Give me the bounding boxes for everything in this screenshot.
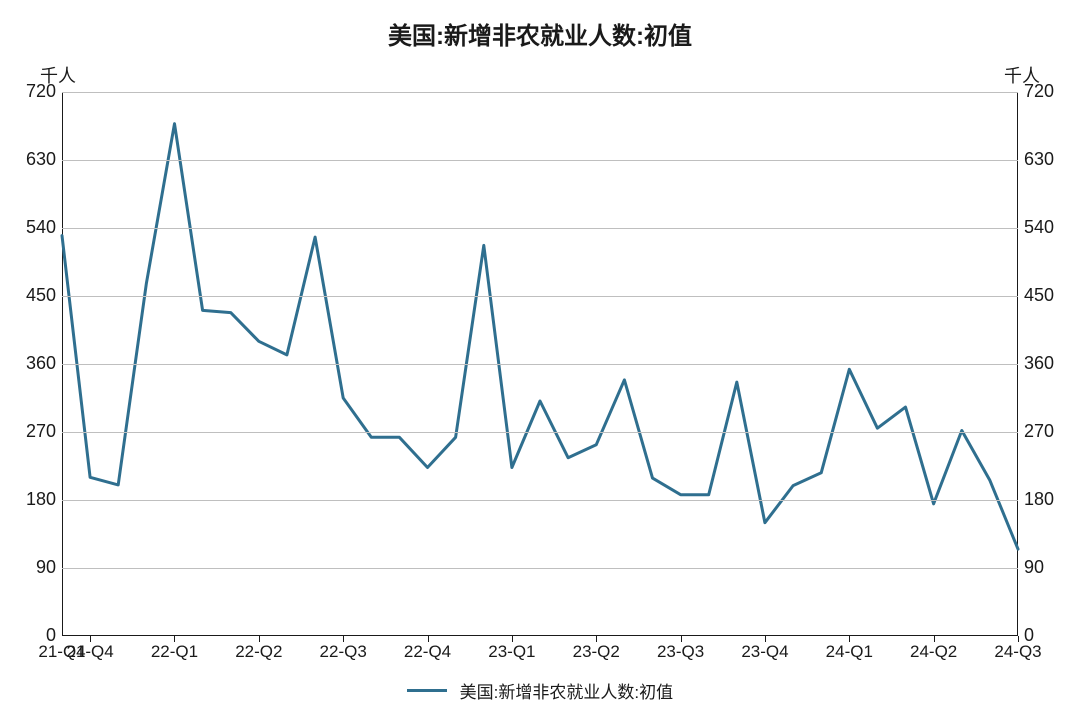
y-tick-label-right: 270 [1024, 421, 1054, 442]
y-tick-label-right: 360 [1024, 353, 1054, 374]
gridline [62, 500, 1018, 501]
plot-area [62, 92, 1018, 636]
x-tick-label: 24-Q1 [826, 642, 873, 662]
y-tick-label-left: 630 [26, 149, 56, 170]
x-tick-label: 23-Q4 [741, 642, 788, 662]
y-tick-label-left: 270 [26, 421, 56, 442]
x-tick-label: 23-Q3 [657, 642, 704, 662]
x-tick-label: 24-Q3 [994, 642, 1041, 662]
y-tick-label-right: 720 [1024, 81, 1054, 102]
gridline [62, 568, 1018, 569]
line-series [62, 124, 1018, 549]
gridline [62, 160, 1018, 161]
x-tick-label: 22-Q2 [235, 642, 282, 662]
y-tick-label-left: 720 [26, 81, 56, 102]
y-tick-label-right: 90 [1024, 557, 1044, 578]
y-tick-label-right: 540 [1024, 217, 1054, 238]
y-tick-label-right: 450 [1024, 285, 1054, 306]
gridline [62, 364, 1018, 365]
legend: 美国:新增非农就业人数:初值 [0, 678, 1080, 703]
y-tick-label-left: 180 [26, 489, 56, 510]
chart-container: 美国:新增非农就业人数:初值 千人 千人 美国:新增非农就业人数:初值 0090… [0, 0, 1080, 713]
x-tick-label: 21-Q4 [66, 642, 113, 662]
legend-label: 美国:新增非农就业人数:初值 [460, 678, 673, 703]
gridline [62, 228, 1018, 229]
y-tick-label-left: 450 [26, 285, 56, 306]
x-tick-label: 23-Q2 [573, 642, 620, 662]
y-tick-label-right: 180 [1024, 489, 1054, 510]
y-tick-label-left: 90 [36, 557, 56, 578]
x-tick-label: 22-Q3 [320, 642, 367, 662]
chart-title: 美国:新增非农就业人数:初值 [0, 16, 1080, 51]
y-tick-label-left: 540 [26, 217, 56, 238]
y-tick-label-right: 630 [1024, 149, 1054, 170]
x-tick-label: 24-Q2 [910, 642, 957, 662]
legend-swatch [407, 689, 447, 692]
y-tick-label-left: 360 [26, 353, 56, 374]
x-tick-label: 23-Q1 [488, 642, 535, 662]
x-tick-label: 22-Q1 [151, 642, 198, 662]
gridline [62, 92, 1018, 93]
x-tick-label: 22-Q4 [404, 642, 451, 662]
gridline [62, 432, 1018, 433]
gridline [62, 296, 1018, 297]
